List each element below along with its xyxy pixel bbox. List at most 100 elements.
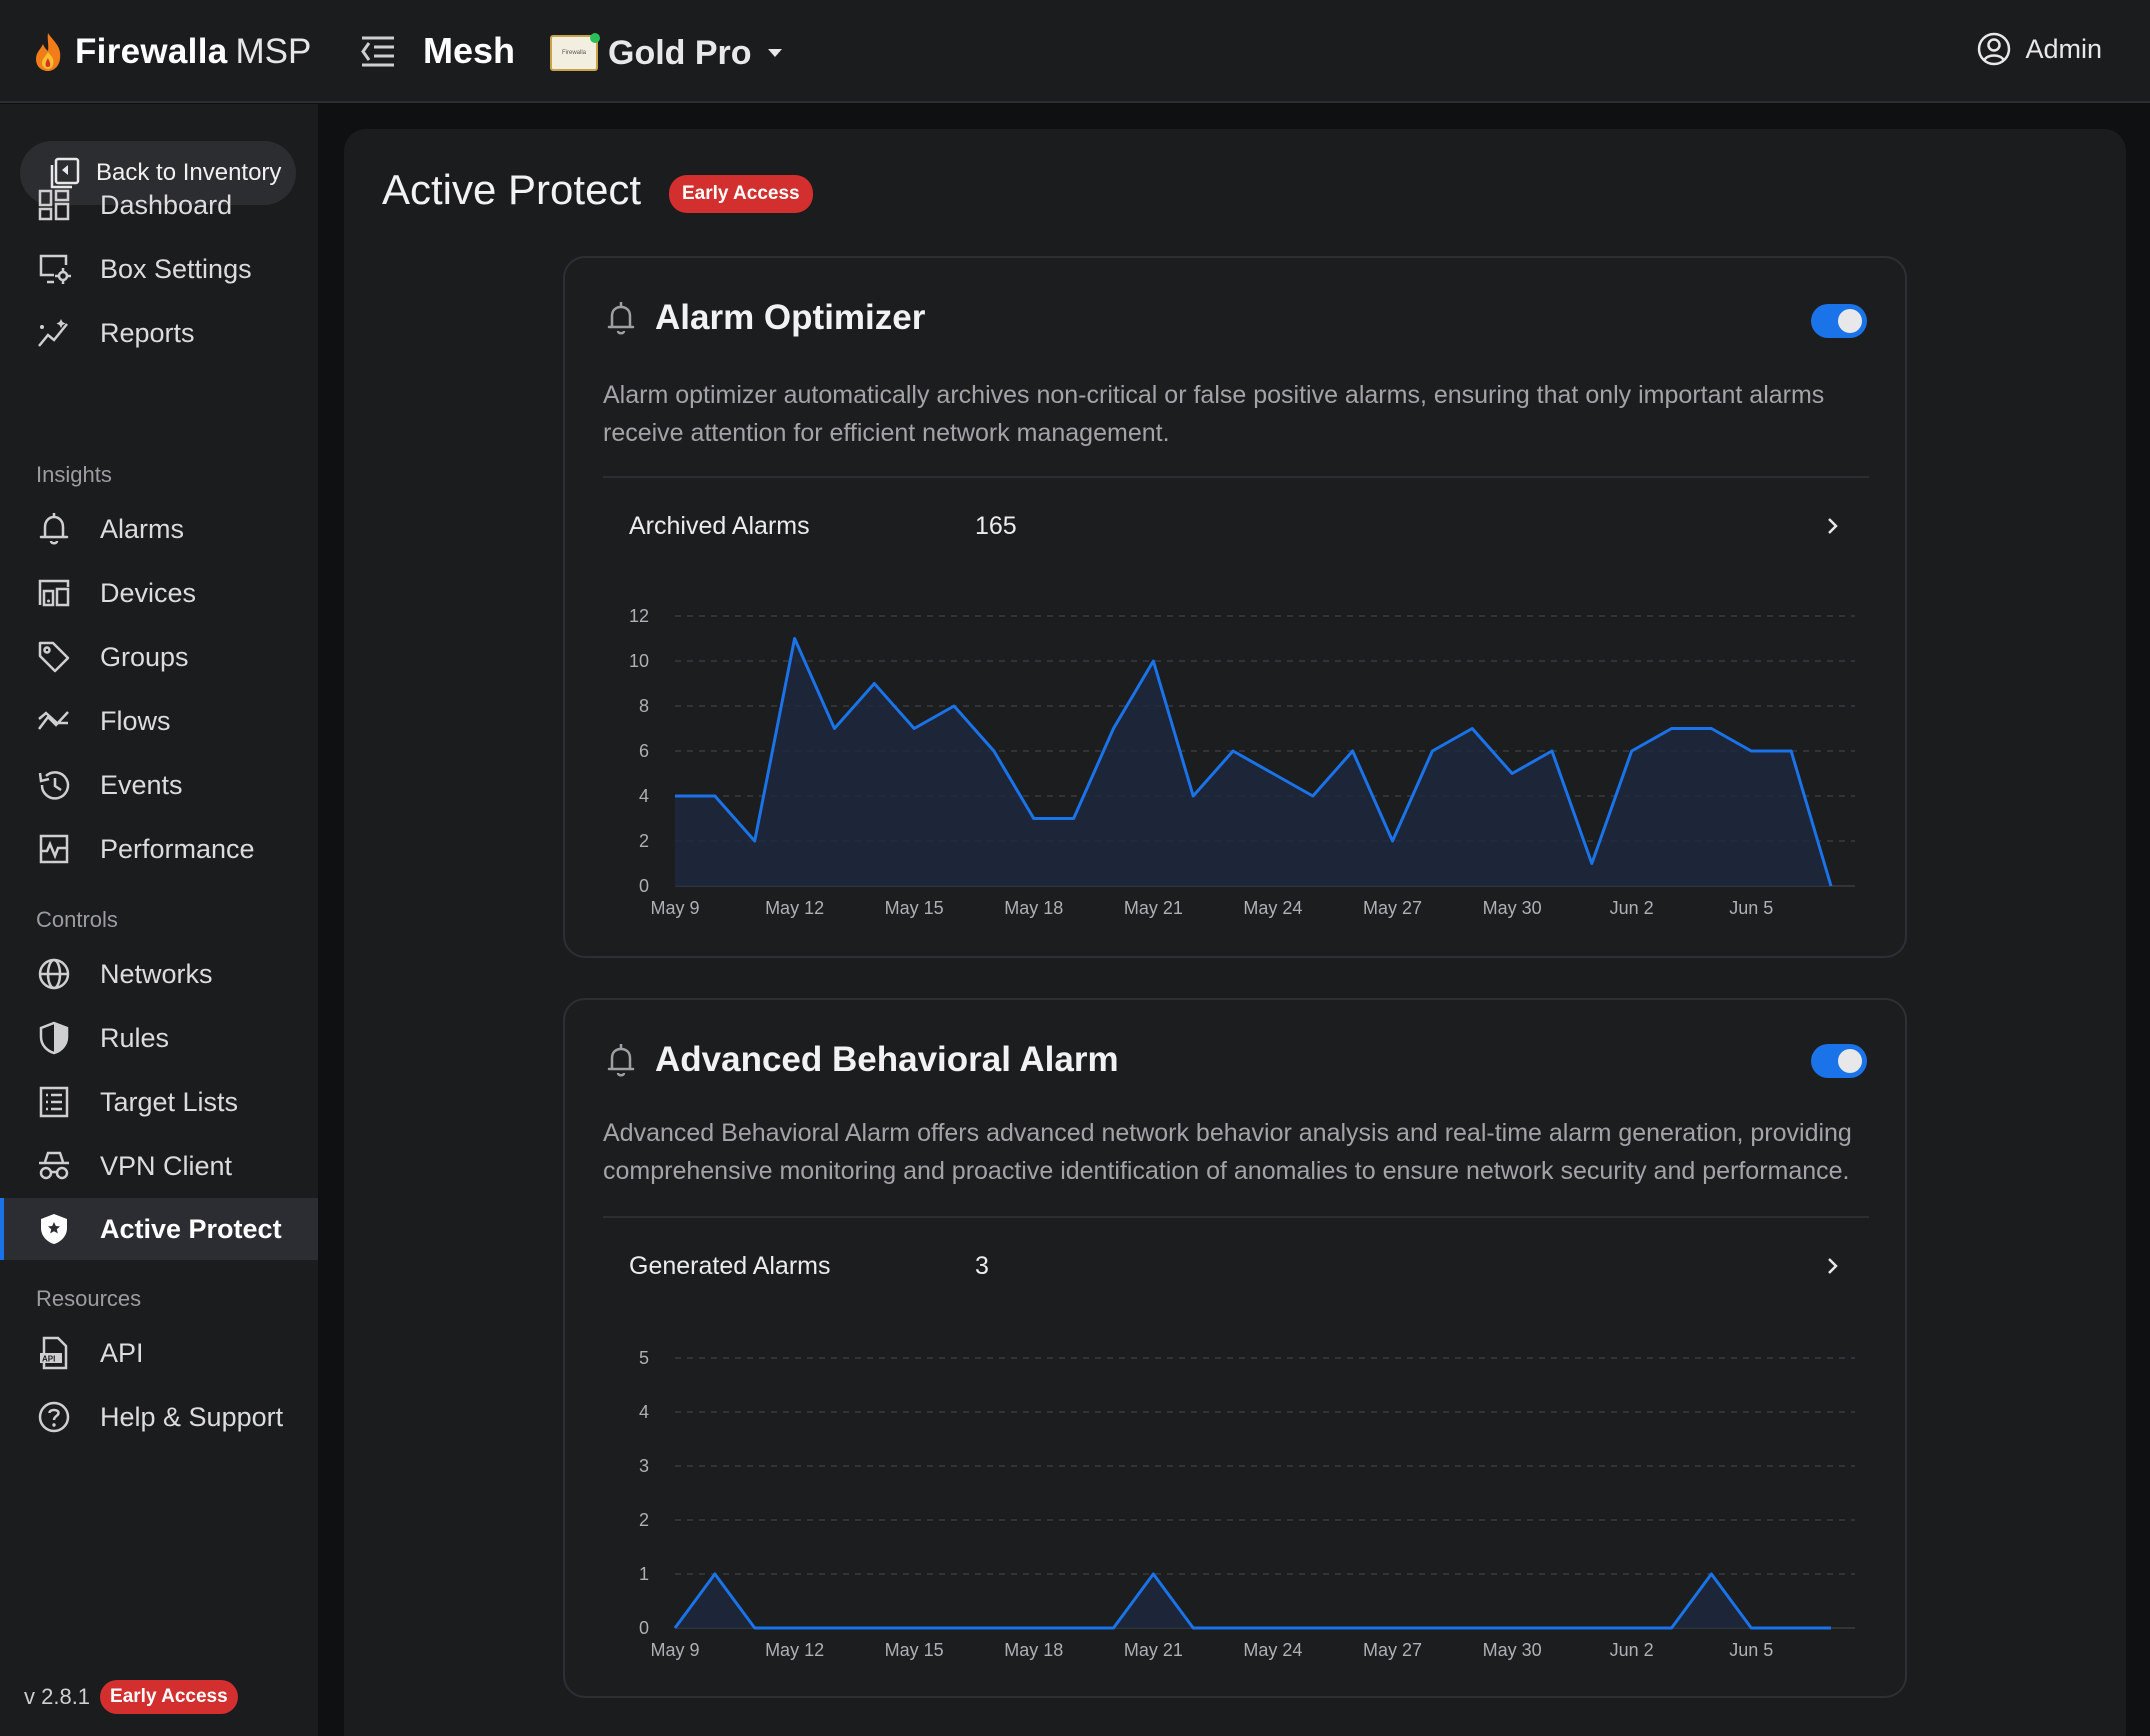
- x-tick-label: May 30: [1483, 1640, 1542, 1660]
- caret-down-icon: [767, 49, 782, 57]
- y-tick-label: 2: [639, 831, 649, 851]
- box-model: Gold Pro: [608, 33, 752, 72]
- nav-alarms[interactable]: Alarms: [0, 498, 318, 560]
- shield-icon: [39, 1021, 69, 1055]
- nav-devices[interactable]: Devices: [0, 562, 318, 624]
- x-tick-label: May 15: [885, 898, 944, 918]
- nav-reports[interactable]: Reports: [0, 302, 318, 364]
- api-icon: API: [40, 1336, 68, 1370]
- y-tick-label: 4: [639, 1402, 649, 1422]
- stat-value: 165: [975, 511, 1017, 540]
- svg-text:API: API: [42, 1355, 55, 1364]
- dashboard-icon: [38, 189, 70, 221]
- collapse-menu-icon[interactable]: [358, 33, 398, 69]
- brand-name: Firewalla: [75, 32, 228, 71]
- y-tick-label: 0: [639, 1618, 649, 1638]
- section-resources: Resources: [36, 1286, 142, 1311]
- y-tick-label: 8: [639, 696, 649, 716]
- back-label: Back to Inventory: [96, 159, 282, 186]
- x-tick-label: May 27: [1363, 1640, 1422, 1660]
- nav-label: Box Settings: [100, 253, 252, 284]
- nav-groups[interactable]: Groups: [0, 626, 318, 688]
- bell-icon: [607, 302, 635, 335]
- stat-label: Archived Alarms: [629, 511, 810, 540]
- nav-label: Networks: [100, 958, 213, 989]
- reports-icon: [38, 319, 68, 347]
- x-tick-label: May 9: [650, 898, 699, 918]
- x-tick-label: May 21: [1124, 1640, 1183, 1660]
- y-tick-label: 6: [639, 741, 649, 761]
- nav-flows[interactable]: Flows: [0, 690, 318, 752]
- y-tick-label: 10: [629, 651, 649, 671]
- x-tick-label: May 15: [885, 1640, 944, 1660]
- generated-alarms-chart: 0 1 2 3 4 5 May 9 May 12 May 15 May 18 May 21 May 2…: [639, 1348, 1855, 1660]
- list-icon: [39, 1086, 69, 1118]
- user-menu[interactable]: Admin: [1977, 32, 2102, 66]
- nav-label: Devices: [100, 577, 197, 608]
- nav-label: Alarms: [100, 513, 185, 544]
- back-box-icon: [50, 157, 80, 189]
- nav-target-lists[interactable]: Target Lists: [0, 1071, 318, 1133]
- box-selector[interactable]: Firewalla Gold Pro: [550, 30, 782, 76]
- sidebar: Back to Inventory Dashboard Box Settings…: [0, 104, 318, 1736]
- version-text: v 2.8.1: [24, 1684, 91, 1709]
- advanced-behavioral-alarm-toggle[interactable]: [1811, 1044, 1867, 1078]
- nav-rules[interactable]: Rules: [0, 1007, 318, 1069]
- divider: [603, 476, 1869, 478]
- page-title: Active Protect: [382, 166, 642, 213]
- x-tick-label: May 24: [1243, 898, 1302, 918]
- x-tick-label: Jun 2: [1610, 1640, 1654, 1660]
- card-description: Alarm optimizer automatically archives n…: [603, 381, 1825, 447]
- chevron-right-icon[interactable]: [1823, 514, 1843, 538]
- section-insights: Insights: [36, 462, 112, 487]
- nav-api[interactable]: API API: [0, 1322, 318, 1384]
- back-to-inventory-button[interactable]: Back to Inventory: [20, 141, 296, 205]
- alarm-optimizer-toggle[interactable]: [1811, 304, 1867, 338]
- nav-active-protect[interactable]: Active Protect: [0, 1198, 318, 1260]
- card-header: Advanced Behavioral Alarm: [605, 1040, 1119, 1080]
- x-tick-label: May 30: [1483, 898, 1542, 918]
- nav-label: Dashboard: [100, 189, 233, 220]
- y-tick-label: 2: [639, 1510, 649, 1530]
- early-access-badge: Early Access: [100, 1680, 238, 1714]
- archived-alarms-chart: 0 2 4 6 8 10 12 May 9 May 12 May 15 May 18 May 21 Ma…: [629, 606, 1855, 918]
- nav-networks[interactable]: Networks: [0, 943, 318, 1005]
- nav-dashboard[interactable]: Dashboard: [0, 174, 318, 236]
- devices-icon: [38, 579, 70, 607]
- tag-icon: [38, 641, 70, 673]
- x-tick-label: May 27: [1363, 898, 1422, 918]
- version-info: v 2.8.1 Early Access: [24, 1680, 238, 1714]
- globe-icon: [38, 958, 70, 990]
- generated-alarms-row[interactable]: Generated Alarms 3: [603, 1218, 1869, 1314]
- nav-vpn-client[interactable]: VPN Client: [0, 1135, 318, 1197]
- x-tick-label: May 24: [1243, 1640, 1302, 1660]
- bell-icon: [39, 513, 69, 545]
- box-thumbnail: Firewalla: [550, 33, 600, 71]
- box-settings-icon: [39, 254, 71, 284]
- stat-value: 3: [975, 1251, 989, 1280]
- help-icon: [38, 1401, 70, 1433]
- card-description: Advanced Behavioral Alarm offers advance…: [603, 1119, 1852, 1185]
- chevron-right-icon[interactable]: [1823, 1254, 1843, 1278]
- vpn-icon: [39, 1151, 69, 1180]
- x-tick-label: Jun 5: [1729, 898, 1773, 918]
- page-early-access-badge: Early Access: [669, 175, 813, 213]
- x-tick-label: May 9: [650, 1640, 699, 1660]
- top-bar: Firewalla MSP Mesh Firewalla Gold Pro Ad…: [0, 0, 2150, 103]
- archived-alarms-row[interactable]: Archived Alarms 165: [603, 478, 1869, 574]
- y-tick-label: 4: [639, 786, 649, 806]
- alarm-optimizer-card: Alarm Optimizer Alarm optimizer automati…: [563, 256, 1907, 958]
- nav-label: Reports: [100, 317, 195, 348]
- brand-logo[interactable]: Firewalla MSP: [33, 28, 311, 76]
- series-line: [673, 1572, 1831, 1630]
- nav-help-support[interactable]: Help & Support: [0, 1386, 318, 1448]
- series-area: [675, 1574, 1831, 1628]
- box-name: Mesh: [423, 30, 516, 71]
- nav-performance[interactable]: Performance: [0, 818, 318, 880]
- nav-label: Rules: [100, 1022, 170, 1053]
- nav-label: Target Lists: [100, 1086, 239, 1117]
- nav-label: Help & Support: [100, 1401, 284, 1432]
- history-icon: [38, 771, 70, 800]
- nav-box-settings[interactable]: Box Settings: [0, 238, 318, 300]
- nav-events[interactable]: Events: [0, 754, 318, 816]
